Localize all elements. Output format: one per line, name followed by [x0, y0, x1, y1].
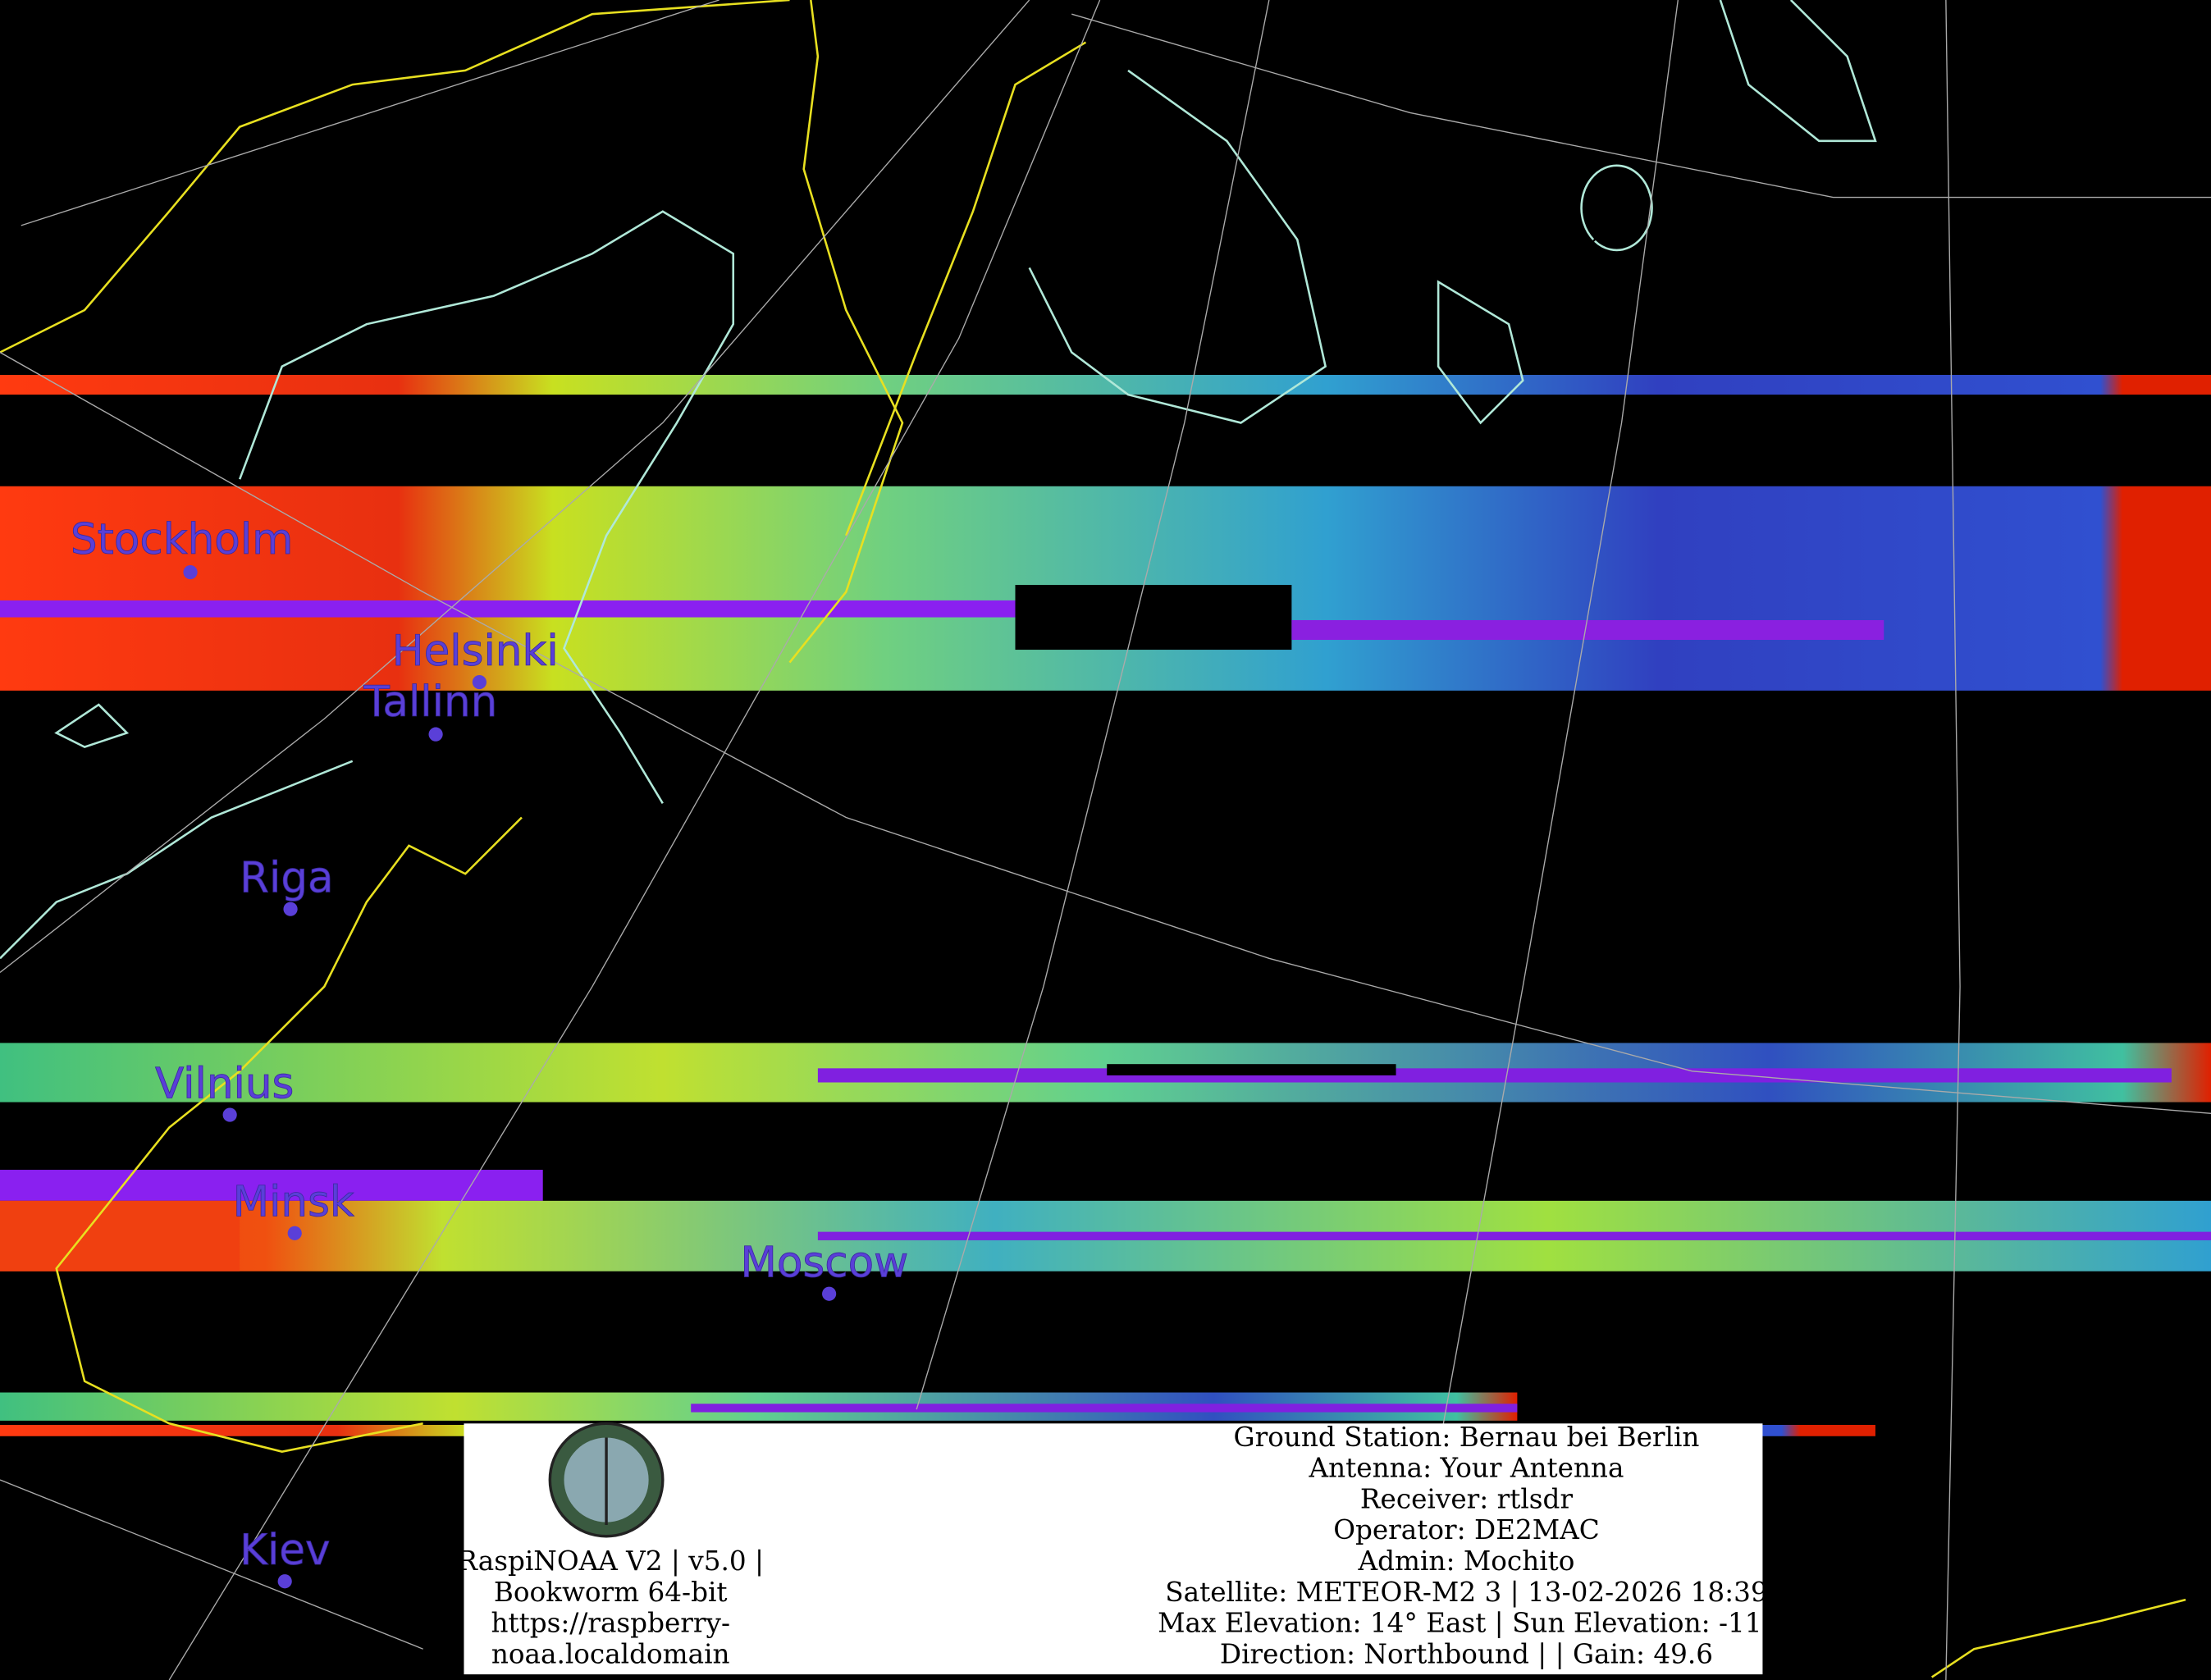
city-label: Stockholm [71, 515, 293, 564]
city-labels: Stockholm Helsinki Tallinn Riga Vilnius … [71, 515, 909, 1576]
info-left-line: RaspiNOAA V2 | v5.0 | [457, 1545, 764, 1577]
info-right-line: Ground Station: Bernau bei Berlin [1234, 1422, 1700, 1453]
city-label: Riga [240, 854, 333, 903]
info-right-line: Antenna: Your Antenna [1309, 1453, 1624, 1484]
info-right-line: Satellite: METEOR-M2 3 | 13-02-2026 18:3… [1165, 1577, 1767, 1608]
info-left-line: noaa.localdomain [491, 1638, 730, 1669]
info-background [464, 1423, 1763, 1675]
info-right-line: Operator: DE2MAC [1333, 1514, 1600, 1545]
info-left-line: Bookworm 64-bit [494, 1577, 728, 1608]
info-right-line: Max Elevation: 14° East | Sun Elevation:… [1158, 1608, 1775, 1639]
info-box: RaspiNOAA V2 | v5.0 |Bookworm 64-bithttp… [457, 1422, 1775, 1675]
info-right-line: Direction: Northbound | | Gain: 49.6 [1220, 1638, 1713, 1669]
city-label: Moscow [740, 1239, 908, 1288]
city-label: Tallinn [363, 678, 497, 727]
city-label: Minsk [233, 1178, 354, 1227]
city-label: Vilnius [155, 1059, 294, 1108]
city-label: Kiev [240, 1526, 330, 1575]
info-right-line: Admin: Mochito [1358, 1545, 1575, 1577]
city-markers [183, 564, 837, 1589]
info-right-line: Receiver: rtlsdr [1360, 1483, 1574, 1514]
info-left-line: https://raspberry- [491, 1608, 730, 1639]
city-label: Helsinki [392, 627, 559, 676]
bands [0, 375, 2211, 1436]
